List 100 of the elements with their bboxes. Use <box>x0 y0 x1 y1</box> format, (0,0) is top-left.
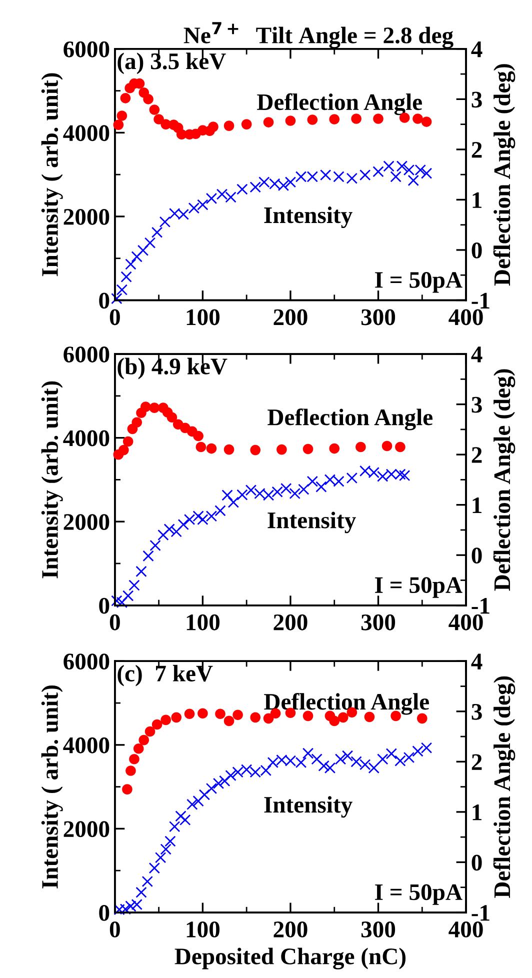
y2-tick-label: 3 <box>472 92 482 108</box>
point <box>329 114 340 124</box>
annotation: I = 50pA <box>375 272 462 293</box>
point <box>421 116 432 127</box>
point <box>408 174 419 186</box>
point <box>120 904 132 915</box>
point <box>116 110 128 121</box>
point <box>171 712 182 723</box>
point <box>263 713 274 724</box>
point <box>280 482 292 494</box>
point <box>180 814 191 826</box>
point <box>198 708 208 719</box>
x-tick-label: 100 <box>186 309 220 326</box>
point <box>311 754 322 765</box>
point <box>338 712 348 723</box>
point <box>133 743 144 754</box>
annotation: (a) 3.5 keV <box>118 52 226 74</box>
y2-tick-label: 1 <box>472 192 482 208</box>
point <box>333 171 344 182</box>
y2-tick-label: 1 <box>472 497 482 514</box>
annotation: I = 50pA <box>375 884 462 905</box>
point <box>196 442 206 452</box>
point <box>132 417 142 428</box>
point <box>158 529 169 541</box>
x-axis-title: Deposited Charge (nC) <box>174 948 406 970</box>
point <box>412 746 424 757</box>
point <box>154 852 166 864</box>
point <box>184 708 195 720</box>
point <box>148 862 160 874</box>
x-tick-label: 100 <box>186 921 220 938</box>
point <box>394 755 406 766</box>
point <box>329 716 340 726</box>
y-tick-label: 0 <box>99 292 110 309</box>
point <box>193 430 204 442</box>
y2-tick-label: 0 <box>472 854 482 871</box>
y2-tick-label: 1 <box>472 804 482 820</box>
point <box>316 481 327 492</box>
point <box>390 171 402 182</box>
y-tick-label: 4000 <box>63 125 110 142</box>
point <box>395 442 406 452</box>
point <box>289 488 300 500</box>
y-tick-label: 6000 <box>64 654 110 670</box>
x-tick-label: 400 <box>448 614 483 630</box>
point <box>160 714 171 726</box>
point <box>144 237 156 248</box>
point <box>125 258 136 270</box>
point <box>386 748 398 760</box>
point <box>178 518 189 530</box>
point <box>152 719 162 730</box>
point <box>250 444 261 456</box>
y-tick-label: 2000 <box>64 514 110 530</box>
y-tick-label: 0 <box>99 904 110 921</box>
y-tick-label: 0 <box>99 598 110 614</box>
y2-axis-title: Deflection Angle (deg) <box>493 369 516 591</box>
y2-tick-label: 2 <box>472 142 482 158</box>
point <box>137 244 149 256</box>
point <box>142 876 153 888</box>
point <box>143 94 154 104</box>
point <box>236 489 248 500</box>
point <box>219 775 230 787</box>
y2-axis-title: Deflection Angle (deg) <box>493 676 516 898</box>
point <box>320 169 332 181</box>
point <box>166 412 178 423</box>
point <box>212 778 224 790</box>
annotation: (b) 4.9 keV <box>118 358 228 380</box>
y2-axis-title: Deflection Angle (deg) <box>493 64 516 286</box>
point <box>188 202 200 214</box>
point <box>224 716 234 726</box>
point <box>164 836 176 847</box>
y2-tick-label: 2 <box>472 447 482 463</box>
y2-tick-label: -1 <box>472 598 490 614</box>
point <box>346 172 358 184</box>
point <box>285 116 296 126</box>
point <box>151 226 163 238</box>
point <box>136 886 147 898</box>
y-axis-title: Intensity ( arb. unit) <box>41 686 63 888</box>
point <box>276 444 287 455</box>
point <box>224 444 234 455</box>
point <box>192 795 204 807</box>
series-label: Intensity <box>264 796 352 818</box>
point <box>131 251 142 262</box>
series-label: Intensity <box>268 512 356 534</box>
point <box>329 443 340 454</box>
point <box>272 486 283 498</box>
x-tick-label: 200 <box>274 614 308 630</box>
point <box>346 472 358 484</box>
y-tick-label: 4000 <box>63 737 110 754</box>
point <box>250 182 261 193</box>
y2-tick-label: -1 <box>472 905 490 921</box>
y-axis-title: Intensity (arb. unit) <box>41 381 63 578</box>
x-tick-label: 300 <box>361 309 396 326</box>
x-tick-label: 0 <box>110 309 120 326</box>
y-tick-label: 6000 <box>64 41 110 58</box>
point <box>225 770 236 782</box>
point <box>149 402 160 413</box>
point <box>118 444 129 456</box>
x-tick-label: 400 <box>448 309 483 326</box>
chart-title: Ne$^{7+}$ Tilt Angle = 2.8 deg <box>184 22 454 48</box>
point <box>306 476 318 487</box>
y2-tick-label: 4 <box>471 346 482 362</box>
